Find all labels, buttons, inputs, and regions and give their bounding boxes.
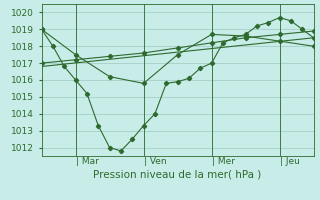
X-axis label: Pression niveau de la mer( hPa ): Pression niveau de la mer( hPa ) xyxy=(93,169,262,179)
